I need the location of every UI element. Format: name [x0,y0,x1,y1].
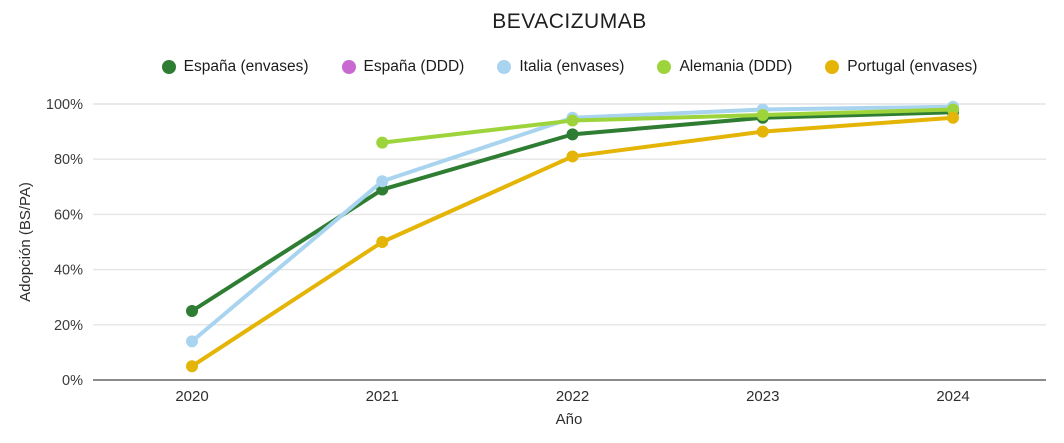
legend: España (envases) España (DDD) Italia (enva… [93,58,1046,76]
series-espana-envases [186,106,959,317]
y-tick-label: 60% [54,207,83,223]
legend-label-italia-envases: Italia (envases) [519,58,625,75]
legend-label-alemania-ddd: Alemania (DDD) [679,58,793,75]
y-tick-label: 100% [46,97,83,113]
legend-label-espana-ddd: España (DDD) [363,58,465,75]
series-portugal-envases [186,111,959,373]
point-portugal-envases-2024[interactable] [947,111,959,124]
point-alemania-ddd-2022[interactable] [566,114,579,127]
point-italia-envases-2021[interactable] [376,175,389,188]
point-alemania-ddd-2023[interactable] [756,109,769,122]
series-line-italia-envases [190,104,955,344]
x-tick-label: 2024 [936,388,969,405]
point-italia-envases-2020[interactable] [186,335,198,348]
x-tick-label: 2021 [366,388,399,405]
legend-item-espana-ddd[interactable]: España (DDD) [341,58,465,76]
point-portugal-envases-2021[interactable] [376,236,389,248]
y-tick-label: 80% [54,152,83,168]
legend-swatch-espana-ddd [341,60,356,74]
y-tick-label: 0% [62,373,83,389]
legend-item-espana-envases[interactable]: España (envases) [161,58,309,76]
x-tick-label: 2020 [175,388,208,405]
point-espana-envases-2022[interactable] [566,128,579,141]
point-alemania-ddd-2024[interactable] [947,103,959,116]
point-portugal-envases-2022[interactable] [566,150,579,163]
y-axis-title: Adopción (BS/PA) [17,182,34,302]
y-tick-label: 20% [54,318,83,334]
point-alemania-ddd-2021[interactable] [376,136,389,149]
legend-swatch-alemania-ddd [657,60,672,74]
point-portugal-envases-2023[interactable] [756,125,769,138]
legend-label-espana-envases: España (envases) [183,58,309,75]
point-portugal-envases-2020[interactable] [186,360,198,373]
point-espana-envases-2021[interactable] [376,183,389,196]
legend-swatch-espana-envases [161,60,176,74]
legend-item-italia-envases[interactable]: Italia (envases) [497,58,624,76]
x-tick-label: 2023 [746,388,779,405]
chart-title: BEVACIZUMAB [492,10,647,33]
legend-swatch-portugal-envases [825,60,840,74]
x-axis-title: Año [556,411,583,428]
series-line-espana-envases [190,110,955,313]
x-tick-label: 2022 [556,388,589,405]
series-alemania-ddd [376,103,959,149]
legend-item-alemania-ddd[interactable]: Alemania (DDD) [657,58,792,76]
point-espana-envases-2020[interactable] [186,305,198,317]
legend-label-portugal-envases: Portugal (envases) [847,58,978,75]
legend-item-portugal-envases[interactable]: Portugal (envases) [825,58,977,76]
y-tick-label: 40% [54,263,83,279]
series-line-alemania-ddd [380,107,955,145]
legend-swatch-italia-envases [497,60,512,74]
